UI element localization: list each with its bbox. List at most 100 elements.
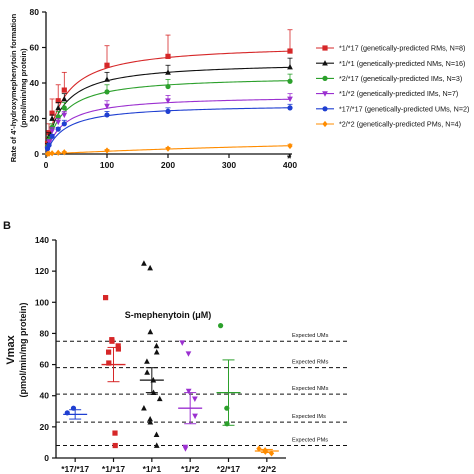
- vmax-point: [268, 450, 275, 457]
- expected-phenotype-lines: Expected UMs Expected RMs Expected NMs Expe…: [56, 333, 350, 447]
- vmax-point: [192, 396, 198, 402]
- data-point: [55, 98, 61, 104]
- data-point: [55, 104, 62, 111]
- vmax-y-tick-label: 20: [40, 422, 50, 432]
- reference-line-label: Expected UMs: [292, 333, 329, 339]
- fit-curve: [45, 80, 291, 155]
- data-point: [61, 121, 67, 127]
- vmax-axes: [52, 239, 286, 462]
- vmax-y-tick-label: 60: [40, 360, 50, 370]
- significance-asterisk: *: [287, 153, 292, 165]
- legend-entry-3: *1/*2 (genetically-predicted IMs, N=7): [316, 89, 458, 98]
- reference-line-label: Expected PMs: [292, 438, 328, 444]
- data-point: [61, 149, 67, 156]
- kinetics-series-5: [44, 142, 293, 157]
- vmax-group-0: [63, 405, 88, 420]
- legend-label: *1/*17 (genetically-predicted RMs, N=8): [339, 44, 465, 53]
- kinetics-chart: 0 100 200 300 400 0 20 40 60 80 S-mephenytoin (μ…: [9, 7, 469, 320]
- data-point: [104, 112, 110, 118]
- kinetics-series-4: [44, 103, 293, 155]
- vmax-y-tick-label: 80: [40, 328, 50, 338]
- kinetics-y-tick-label: 40: [30, 78, 40, 88]
- kinetics-series-0: [44, 29, 293, 155]
- legend-marker: [322, 120, 328, 128]
- data-point: [49, 150, 55, 157]
- data-point: [287, 142, 293, 150]
- reference-line-label: Expected NMs: [292, 386, 329, 392]
- vmax-point: [147, 328, 154, 335]
- legend-marker: [322, 75, 328, 81]
- legend-entry-5: *2/*2 (genetically-predicted PMs, N=4): [316, 120, 461, 129]
- data-point: [165, 83, 171, 90]
- legend-entry-0: *1/*17 (genetically-predicted RMs, N=8): [316, 44, 465, 53]
- data-point: [49, 133, 55, 139]
- vmax-point: [153, 348, 160, 355]
- kinetics-series-1: [44, 57, 293, 155]
- kinetics-x-axis-label: S-mephenytoin (μM): [125, 310, 212, 320]
- data-point: [287, 105, 293, 111]
- vmax-point: [153, 431, 160, 437]
- vmax-point: [153, 342, 160, 349]
- data-point: [165, 98, 171, 104]
- vmax-groups: [63, 260, 279, 457]
- kinetics-series: [44, 29, 293, 157]
- data-point: [55, 149, 61, 156]
- vmax-point: [115, 346, 121, 352]
- kinetics-y-tick-label: 80: [30, 7, 40, 17]
- vmax-y-tick-label: 120: [35, 266, 49, 276]
- data-point: [165, 145, 171, 152]
- data-point: [104, 62, 110, 68]
- vmax-x-tick-label: *2/*17: [217, 464, 240, 474]
- vmax-point: [147, 264, 153, 271]
- kinetics-x-tick-label: 100: [100, 160, 114, 170]
- vmax-point: [112, 442, 118, 449]
- kinetics-x-tick-label: 200: [161, 160, 175, 170]
- data-point: [61, 87, 67, 93]
- vmax-y-tick-label: 140: [35, 235, 49, 245]
- data-point: [55, 126, 61, 132]
- data-point: [61, 95, 68, 102]
- legend-label: *2/*2 (genetically-predicted PMs, N=4): [339, 120, 461, 129]
- vmax-point: [106, 360, 112, 366]
- legend-label: *1/*2 (genetically-predicted IMs, N=7): [339, 89, 458, 98]
- vmax-point: [256, 445, 262, 452]
- kinetics-y-axis-label-line-2: (pmol/min/mg protein): [19, 48, 28, 128]
- vmax-group-1: [101, 295, 126, 449]
- vmax-point: [182, 446, 189, 452]
- kinetics-x-tick-labels: 0 100 200 300 400: [44, 160, 298, 170]
- vmax-group-2: [139, 260, 164, 448]
- vmax-point: [112, 430, 118, 436]
- kinetics-x-tick-label: 300: [222, 160, 236, 170]
- kinetics-x-tick-label: 400: [283, 160, 297, 170]
- vmax-y-tick-label: 100: [35, 297, 49, 307]
- vmax-y-tick-label: 0: [44, 453, 49, 463]
- kinetics-y-tick-label: 20: [30, 114, 40, 124]
- legend-label: *1/*1 (genetically-predicted NMs, N=16): [339, 59, 465, 68]
- data-point: [165, 53, 171, 59]
- vmax-y-axis-label-line-1: Vmax: [5, 334, 17, 364]
- data-point: [104, 76, 110, 82]
- data-point: [46, 139, 52, 145]
- vmax-x-tick-labels: *17/*17 *1/*17 *1/*1 *1/*2 *2/*17 *2/*2: [61, 464, 276, 474]
- vmax-group-3: [178, 340, 203, 452]
- vmax-group-4: [216, 323, 241, 427]
- data-point: [49, 110, 55, 116]
- data-point: [104, 103, 110, 110]
- data-point: [165, 69, 171, 75]
- legend-entry-1: *1/*1 (genetically-predicted NMs, N=16): [316, 59, 465, 68]
- data-point: [55, 114, 61, 120]
- vmax-point: [144, 369, 150, 375]
- vmax-x-tick-label: *1/*1: [143, 464, 162, 474]
- vmax-point: [109, 338, 115, 344]
- data-point: [61, 105, 67, 111]
- vmax-point: [103, 295, 109, 301]
- vmax-y-axis-label-line-2: (pmol/min/mg protein): [18, 303, 28, 398]
- data-point: [55, 119, 62, 126]
- legend-label: *17/*17 (genetically-predicted UMs, N=2): [339, 104, 469, 113]
- vmax-point: [185, 351, 192, 357]
- data-point: [46, 150, 52, 157]
- vmax-point: [218, 323, 224, 329]
- kinetics-y-tick-label: 0: [34, 149, 39, 159]
- vmax-point: [141, 260, 147, 266]
- vmax-point: [106, 349, 112, 355]
